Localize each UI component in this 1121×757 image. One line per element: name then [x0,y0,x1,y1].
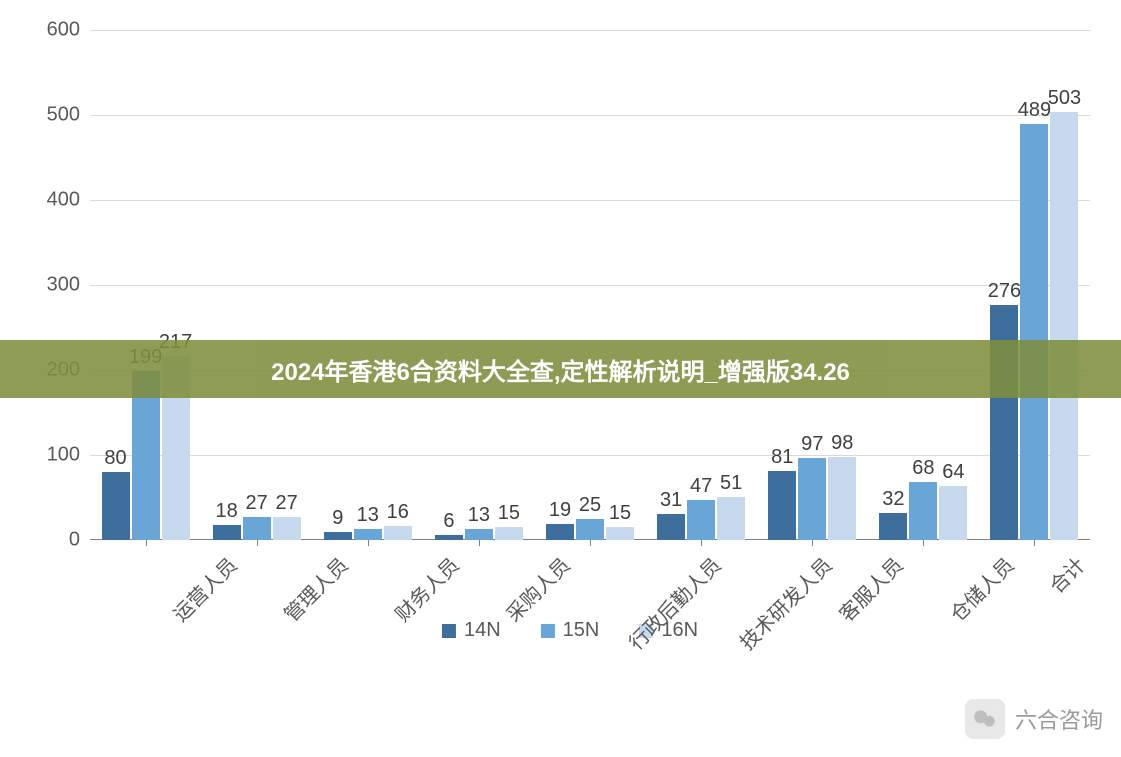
bar-value-label: 27 [276,492,298,515]
y-tick-label: 0 [69,529,80,552]
y-tick-label: 100 [47,444,80,467]
bar-value-label: 47 [690,475,712,498]
bar-group: 819798 [768,457,856,540]
bar: 6 [435,535,463,540]
bar: 51 [717,497,745,540]
bar: 13 [465,529,493,540]
overlay-banner: 2024年香港6合资料大全查,定性解析说明_增强版34.26 [0,340,1121,398]
bar-group: 182727 [213,517,301,540]
bar-value-label: 31 [660,489,682,512]
overlay-text: 2024年香港6合资料大全查,定性解析说明_增强版34.26 [271,352,850,387]
bar-group: 91316 [324,526,412,540]
bar-value-label: 13 [468,504,490,527]
legend-label: 14N [464,619,501,642]
bar-value-label: 13 [357,504,379,527]
bar-value-label: 81 [771,446,793,469]
legend-swatch [541,624,555,638]
bar-group: 276489503 [990,112,1078,540]
bar: 9 [324,532,352,540]
x-tick-mark [701,540,702,546]
x-tick-label: 技术研发人员 [732,550,837,655]
bar-value-label: 80 [104,447,126,470]
bar-group: 314751 [657,497,745,540]
legend-item: 14N [442,619,501,642]
x-tick-mark [146,540,147,546]
bar: 97 [798,458,826,540]
bar-value-label: 15 [498,502,520,525]
watermark-text: 六合咨询 [1015,703,1103,735]
x-tick-label: 合计 [1042,550,1091,599]
bar-group: 192515 [546,519,634,540]
bar: 81 [768,471,796,540]
x-tick-mark [1034,540,1035,546]
bar: 31 [657,514,685,540]
legend-swatch [442,624,456,638]
bar: 18 [213,525,241,540]
bar: 503 [1050,112,1078,540]
x-tick-mark [812,540,813,546]
bar-value-label: 489 [1018,99,1051,122]
bar: 32 [879,513,907,540]
x-tick-mark [368,540,369,546]
x-tick-mark [590,540,591,546]
x-tick-label: 财务人员 [387,550,464,627]
bar-value-label: 68 [912,457,934,480]
x-tick-label: 管理人员 [276,550,353,627]
bar: 68 [909,482,937,540]
y-tick-label: 500 [47,104,80,127]
bar: 47 [687,500,715,540]
bar: 64 [939,486,967,540]
x-tick-label: 客服人员 [832,550,909,627]
bar: 16 [384,526,412,540]
bar-value-label: 16 [387,501,409,524]
bar-value-label: 64 [942,461,964,484]
bar-value-label: 98 [831,432,853,455]
bar-group: 326864 [879,482,967,540]
x-tick-mark [923,540,924,546]
x-tick-mark [479,540,480,546]
chart-container: 0100200300400500600801992171827279131661… [40,10,1100,650]
gridline [90,285,1090,286]
bar-value-label: 27 [246,492,268,515]
bar-value-label: 276 [988,280,1021,303]
bar: 98 [828,457,856,540]
gridline [90,200,1090,201]
bar-value-label: 503 [1048,87,1081,110]
x-tick-label: 仓储人员 [943,550,1020,627]
legend-item: 15N [541,619,600,642]
bar-value-label: 9 [332,507,343,530]
bar-value-label: 25 [579,494,601,517]
x-tick-label: 运营人员 [165,550,242,627]
bar-value-label: 6 [443,510,454,533]
x-tick-mark [257,540,258,546]
watermark: 六合咨询 [965,699,1103,739]
bar-group: 61315 [435,527,523,540]
bar: 27 [243,517,271,540]
legend-label: 15N [563,619,600,642]
bar-value-label: 32 [882,488,904,511]
y-tick-label: 600 [47,19,80,42]
bar-value-label: 15 [609,502,631,525]
wechat-icon [965,699,1005,739]
bar-value-label: 51 [720,472,742,495]
bar-value-label: 97 [801,433,823,456]
bar: 489 [1020,124,1048,540]
y-tick-label: 300 [47,274,80,297]
gridline [90,30,1090,31]
y-tick-label: 400 [47,189,80,212]
bar: 15 [495,527,523,540]
gridline [90,455,1090,456]
bar-value-label: 18 [216,500,238,523]
gridline [90,115,1090,116]
bar-value-label: 19 [549,499,571,522]
bar: 13 [354,529,382,540]
bar: 25 [576,519,604,540]
bar: 15 [606,527,634,540]
bar: 19 [546,524,574,540]
bar: 80 [102,472,130,540]
plot-area: 0100200300400500600801992171827279131661… [90,30,1090,540]
bar: 27 [273,517,301,540]
x-tick-label: 采购人员 [498,550,575,627]
